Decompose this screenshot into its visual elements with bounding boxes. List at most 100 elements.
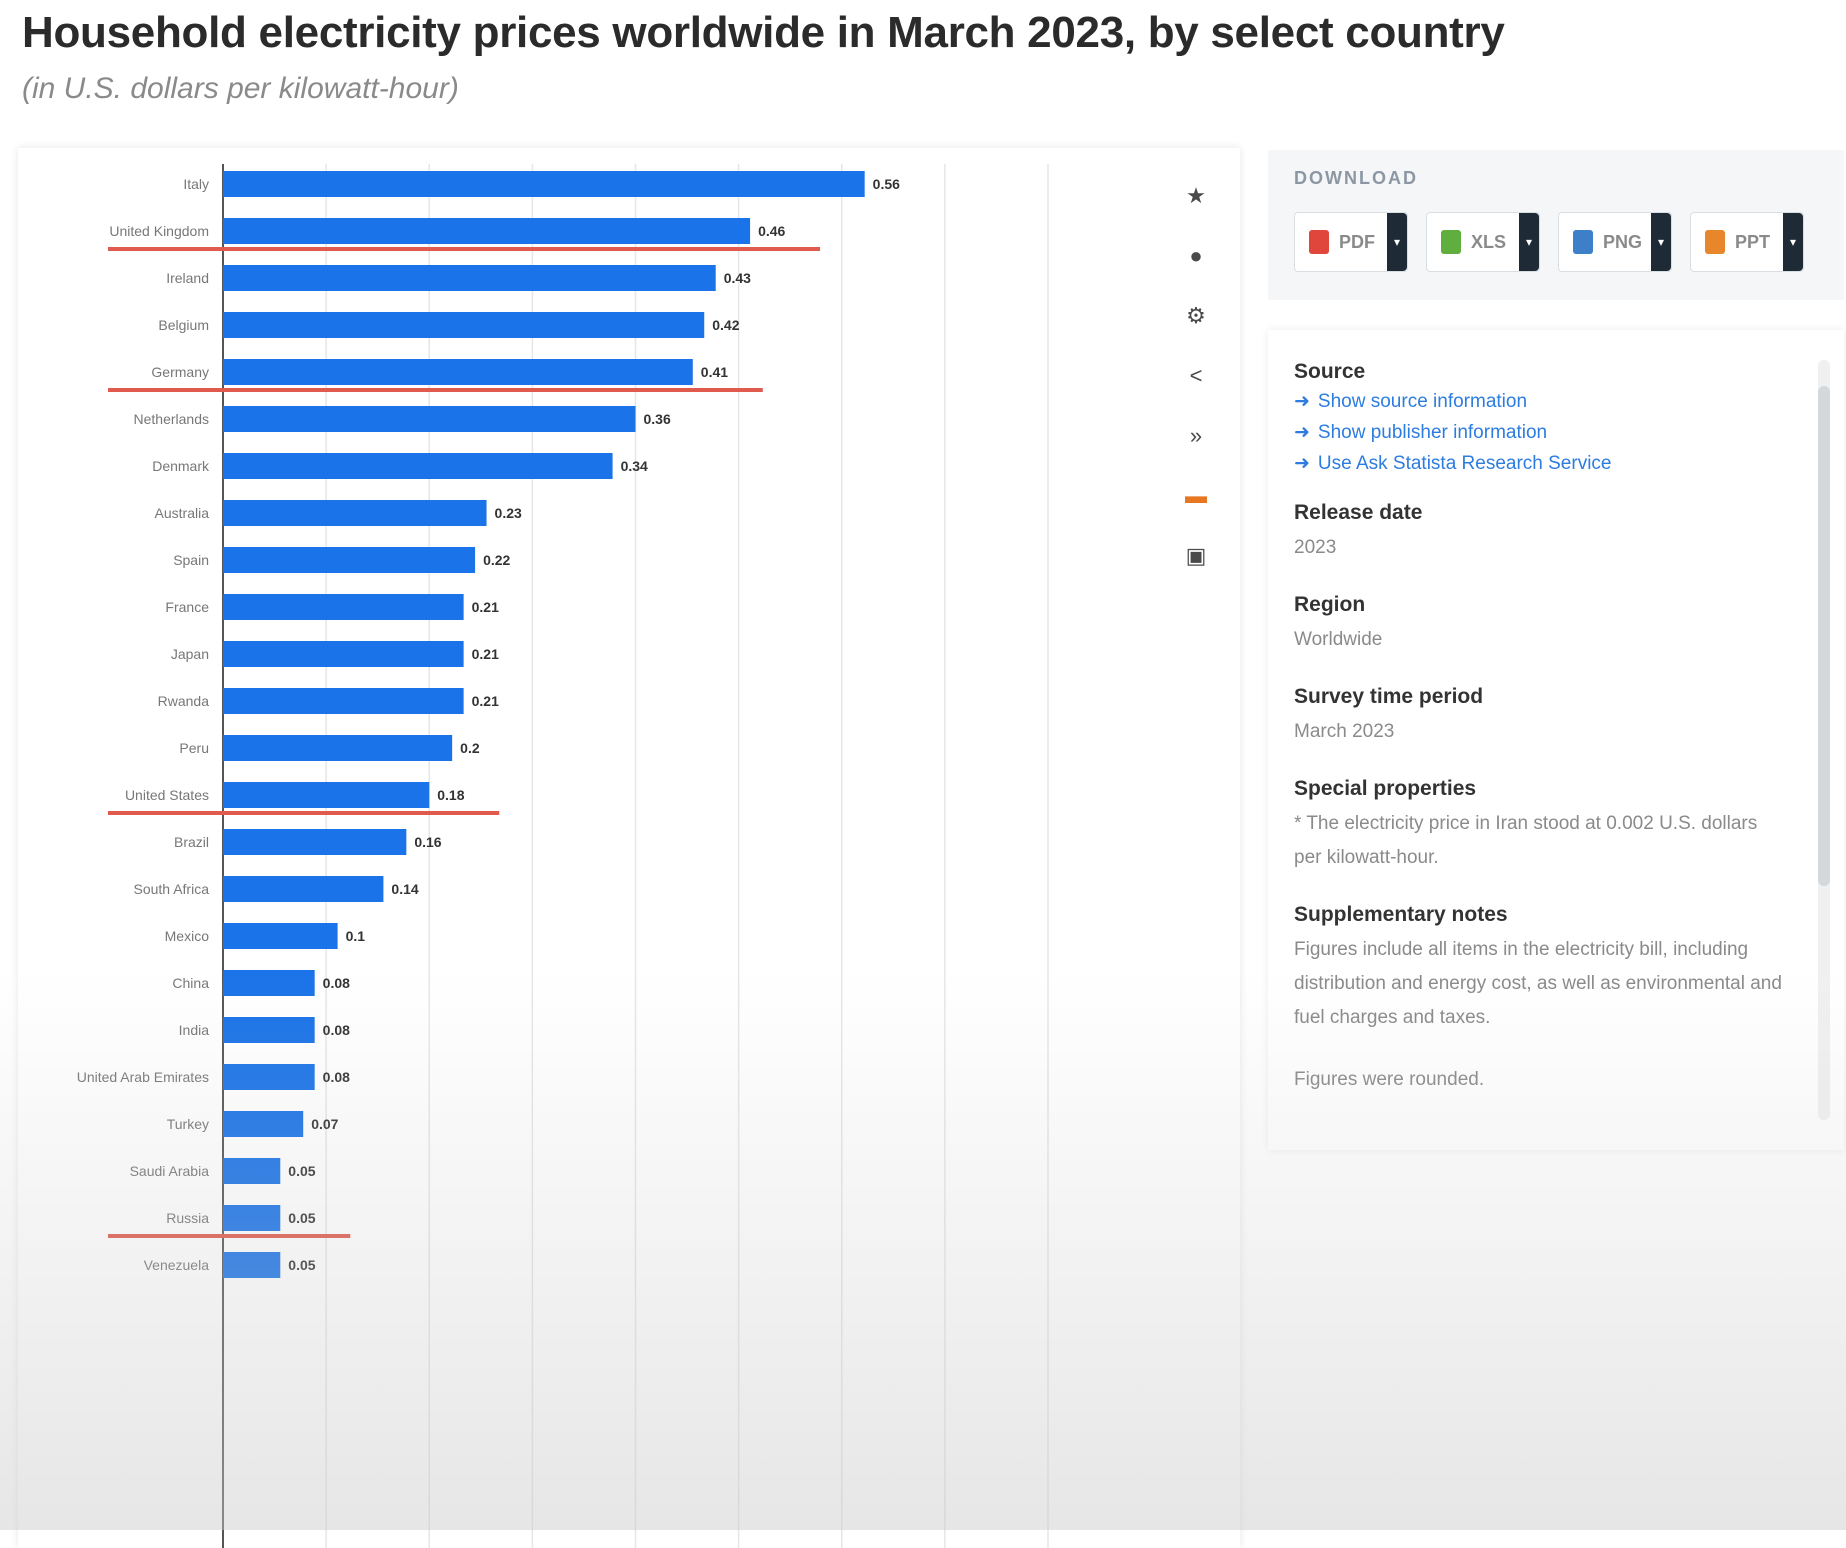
chevron-icon[interactable]: ▾ (1387, 213, 1407, 271)
info-scrollbar[interactable] (1818, 360, 1830, 1120)
category-label: Belgium (158, 317, 209, 333)
star-icon[interactable]: ★ (1172, 172, 1220, 220)
pdf-icon (1309, 230, 1329, 254)
bell-icon[interactable]: ● (1172, 232, 1220, 280)
arrow-icon: ➜ (1294, 422, 1310, 443)
category-label: United Kingdom (109, 223, 209, 239)
bar[interactable] (223, 782, 430, 808)
bar[interactable] (223, 218, 751, 244)
special-value: * The electricity price in Iran stood at… (1294, 813, 1758, 868)
value-label: 0.16 (414, 834, 441, 850)
value-label: 0.43 (724, 270, 751, 286)
chevron-icon[interactable]: ▾ (1651, 213, 1671, 271)
bar[interactable] (223, 1205, 281, 1231)
value-label: 0.2 (460, 740, 480, 756)
category-label: Japan (171, 646, 209, 662)
show-publisher-label: Show publisher information (1317, 422, 1548, 443)
bar[interactable] (223, 406, 636, 432)
category-label: Netherlands (134, 411, 210, 427)
bar[interactable] (223, 171, 865, 197)
image-icon[interactable]: ▬ (1172, 472, 1220, 520)
bar[interactable] (223, 970, 315, 996)
chevron-icon[interactable]: ▾ (1519, 213, 1539, 271)
value-label: 0.18 (437, 787, 464, 803)
category-label: India (179, 1022, 210, 1038)
category-label: Turkey (167, 1116, 209, 1132)
value-label: 0.21 (472, 646, 499, 662)
chart-subtitle: (in U.S. dollars per kilowatt-hour) (22, 72, 459, 105)
bar[interactable] (223, 829, 407, 855)
region-value: Worldwide (1294, 629, 1383, 650)
download-box: DOWNLOAD PDF ▾ XLS ▾ PNG ▾ PPT ▾ (1268, 150, 1844, 300)
ppt-icon (1705, 230, 1725, 254)
bar[interactable] (223, 453, 613, 479)
download-png-label: PNG (1603, 231, 1643, 252)
download-ppt-button[interactable]: PPT ▾ (1690, 212, 1804, 272)
value-label: 0.34 (621, 458, 648, 474)
bar[interactable] (223, 1158, 281, 1184)
download-pdf-label: PDF (1339, 231, 1375, 252)
value-label: 0.05 (288, 1163, 315, 1179)
notes-value: Figures include all items in the electri… (1294, 939, 1782, 1028)
download-pdf-button[interactable]: PDF ▾ (1294, 212, 1408, 272)
notes-heading: Supplementary notes (1294, 903, 1508, 926)
bar[interactable] (223, 547, 476, 573)
bar[interactable] (223, 923, 338, 949)
bar[interactable] (223, 1017, 315, 1043)
notes-value-rounded: Figures were rounded. (1294, 1069, 1485, 1090)
category-label: Australia (155, 505, 210, 521)
show-source-link[interactable]: ➜ Show source information (1294, 390, 1784, 413)
value-label: 0.56 (873, 176, 900, 192)
download-ppt-label: PPT (1735, 231, 1771, 252)
value-label: 0.41 (701, 364, 728, 380)
special-heading: Special properties (1294, 777, 1477, 800)
bar[interactable] (223, 500, 487, 526)
print-icon[interactable]: ▣ (1172, 532, 1220, 580)
bar[interactable] (223, 312, 705, 338)
value-label: 0.22 (483, 552, 510, 568)
download-png-button[interactable]: PNG ▾ (1558, 212, 1672, 272)
research-service-link[interactable]: ➜ Use Ask Statista Research Service (1294, 452, 1784, 475)
share-icon[interactable]: < (1172, 352, 1220, 400)
show-publisher-link[interactable]: ➜ Show publisher information (1294, 421, 1784, 444)
category-label: France (165, 599, 209, 615)
bar[interactable] (223, 1252, 281, 1278)
category-label: Saudi Arabia (130, 1163, 210, 1179)
download-xls-label: XLS (1471, 231, 1507, 252)
survey-value: March 2023 (1294, 721, 1395, 742)
gear-icon[interactable]: ⚙ (1172, 292, 1220, 340)
category-label: Italy (183, 176, 209, 192)
bar[interactable] (223, 735, 453, 761)
embed-icon[interactable]: » (1172, 412, 1220, 460)
bar-chart: Italy 0.56 United Kingdom 0.46 Ireland 0.43 Be… (77, 164, 1049, 1548)
value-label: 0.07 (311, 1116, 338, 1132)
category-label: South Africa (134, 881, 210, 897)
category-label: Venezuela (144, 1257, 210, 1273)
bar[interactable] (223, 688, 464, 714)
arrow-icon: ➜ (1294, 453, 1310, 474)
bar[interactable] (223, 876, 384, 902)
bar[interactable] (223, 1064, 315, 1090)
download-title: DOWNLOAD (1294, 168, 1418, 188)
research-service-label: Use Ask Statista Research Service (1317, 453, 1612, 474)
region-heading: Region (1294, 593, 1366, 616)
value-label: 0.08 (323, 975, 350, 991)
bar[interactable] (223, 641, 464, 667)
chevron-icon[interactable]: ▾ (1783, 213, 1803, 271)
download-xls-button[interactable]: XLS ▾ (1426, 212, 1540, 272)
bar[interactable] (223, 265, 716, 291)
info-panel: Source ➜ Show source information ➜ Show pu… (1268, 330, 1844, 1150)
category-label: United Arab Emirates (77, 1069, 209, 1085)
source-section: Source ➜ Show source information ➜ Show pu… (1294, 360, 1784, 475)
category-label: Brazil (174, 834, 209, 850)
bar[interactable] (223, 1111, 304, 1137)
bar[interactable] (223, 594, 464, 620)
category-label: Germany (151, 364, 209, 380)
category-label: Denmark (152, 458, 210, 474)
scroll-thumb[interactable] (1818, 386, 1830, 886)
value-label: 0.08 (323, 1069, 350, 1085)
arrow-icon: ➜ (1294, 391, 1310, 412)
survey-heading: Survey time period (1294, 685, 1484, 708)
xls-icon (1441, 230, 1461, 254)
bar[interactable] (223, 359, 693, 385)
